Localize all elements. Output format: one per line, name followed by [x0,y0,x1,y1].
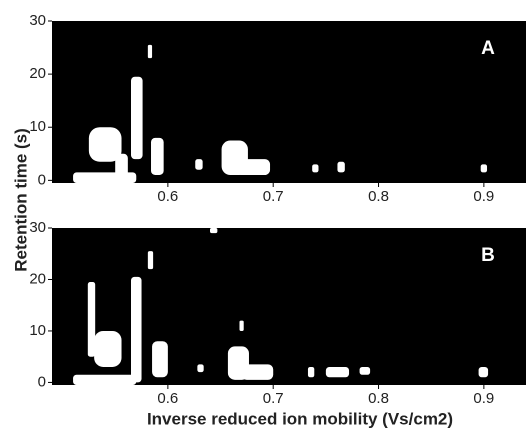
region [210,228,218,234]
region [73,374,137,385]
region [152,341,168,378]
x-tick-label: 0.8 [368,390,389,407]
x-tick-label: 0.9 [473,390,494,407]
region [94,330,122,367]
panel-label: A [481,38,495,59]
region [241,364,274,380]
y-tick-label: 30 [29,12,46,29]
x-tick-label: 0.6 [157,390,178,407]
y-tick-label: 10 [29,322,46,339]
region [307,366,315,378]
x-tick-label: 0.7 [263,188,284,205]
region [478,366,489,378]
x-tick-label: 0.9 [473,188,494,205]
region [131,76,143,160]
x-tick-label: 0.7 [263,390,284,407]
region [197,364,204,373]
region [325,366,350,378]
region [151,137,164,176]
x-tick-label: 0.8 [368,188,389,205]
region [195,159,203,170]
region [131,276,142,383]
y-tick-label: 20 [29,270,46,287]
plot-area [52,228,526,385]
y-tick-label: 10 [29,118,46,135]
y-tick-label: 0 [38,171,46,188]
region [337,161,345,173]
region [236,159,271,176]
y-axis-label: Retention time (s) [11,128,30,272]
region [480,164,488,173]
region [147,251,154,270]
region [312,164,319,173]
region [239,320,244,331]
region [115,153,128,178]
x-axis-label: Inverse reduced ion mobility (Vs/cm2) [147,409,453,428]
y-tick-label: 0 [38,373,46,390]
region [88,127,122,162]
panel-label: B [481,245,495,266]
region [87,282,96,357]
region [73,172,137,183]
y-tick-label: 30 [29,219,46,236]
region [359,366,371,375]
x-tick-label: 0.6 [157,188,178,205]
region [147,44,153,59]
y-tick-label: 20 [29,65,46,82]
